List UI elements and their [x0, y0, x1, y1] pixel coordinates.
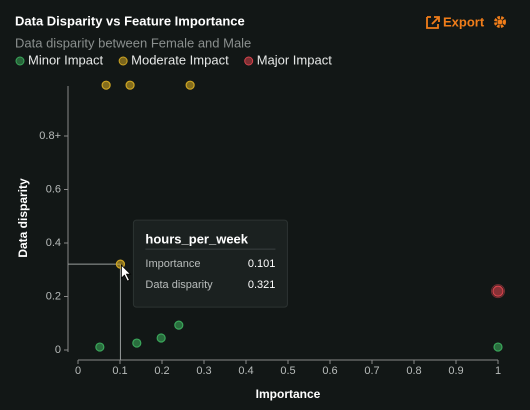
legend-label: Minor Impact [28, 52, 104, 67]
data-point [174, 320, 184, 330]
y-tick-label: 0 [55, 344, 61, 356]
settings-button[interactable] [494, 16, 506, 28]
tooltip-y-label: Data disparity [145, 279, 213, 291]
export-label: Export [443, 14, 485, 29]
y-tick-label: 0.8+ [39, 130, 61, 142]
x-tick-label: 1 [495, 365, 501, 377]
x-tick-label: 0.6 [322, 365, 337, 377]
legend-item: Minor Impact [15, 52, 104, 67]
settings-icon-core [497, 19, 503, 25]
data-point [493, 342, 503, 352]
tooltip-x-label: Importance [145, 258, 200, 270]
legend-label: Major Impact [257, 52, 333, 67]
data-point [95, 342, 105, 352]
data-point [185, 80, 195, 90]
legend-marker [244, 56, 254, 66]
x-tick-label: 0.3 [196, 365, 211, 377]
highlight-ring [491, 284, 505, 299]
tooltip-y-value: 0.321 [248, 279, 276, 291]
settings-icon [494, 16, 506, 28]
x-tick-label: 0.4 [238, 365, 253, 377]
y-tick-label: 0.4 [46, 237, 61, 249]
legend-item: Moderate Impact [118, 52, 229, 67]
x-tick-label: 0.8 [406, 365, 421, 377]
y-tick-label: 0.6 [46, 183, 61, 195]
cursor [121, 264, 132, 282]
export-icon [426, 16, 440, 29]
legend-marker [118, 56, 128, 66]
y-tick-label: 0.2 [46, 290, 61, 302]
x-tick-label: 0.7 [364, 365, 379, 377]
data-point [156, 333, 166, 343]
chart-subtitle: Data disparity between Female and Male [15, 35, 251, 50]
legend-marker [15, 56, 25, 66]
data-point [101, 80, 111, 90]
tooltip-title: hours_per_week [145, 232, 248, 247]
legend-label: Moderate Impact [131, 52, 229, 67]
chart-title: Data Disparity vs Feature Importance [15, 13, 245, 28]
legend-item: Major Impact [244, 52, 333, 67]
tooltip-box [132, 219, 288, 308]
x-tick-label: 0 [75, 365, 81, 377]
y-axis-label: Data disparity [16, 178, 30, 258]
tooltip: hours_per_week Importance 0.101 Data dispar… [132, 219, 288, 308]
x-tick-label: 0.9 [448, 365, 463, 377]
tooltip-x-value: 0.101 [248, 258, 276, 270]
x-tick-label: 0.1 [112, 365, 127, 377]
data-point [125, 80, 135, 90]
x-axis-label: Importance [256, 387, 321, 401]
data-point [492, 285, 504, 297]
data-point [132, 338, 142, 348]
x-tick-label: 0.5 [280, 365, 295, 377]
x-tick-label: 0.2 [154, 365, 169, 377]
export-button[interactable]: Export [426, 14, 485, 29]
